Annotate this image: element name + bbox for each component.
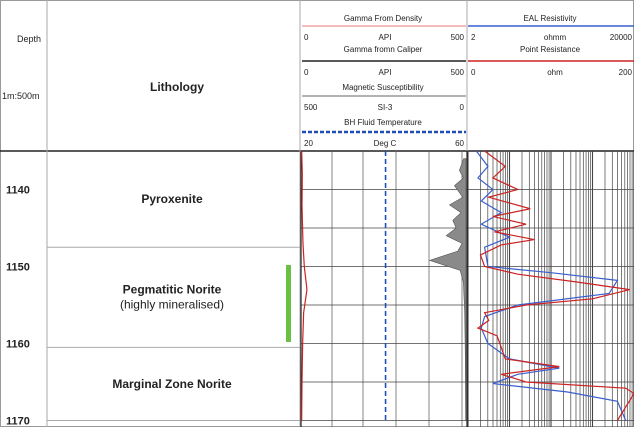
header-eal-res: EAL Resistivity 2 ohmm 20000	[468, 14, 634, 42]
eal-res-unit: ohmm	[544, 33, 567, 42]
gamma-caliper-unit: API	[379, 68, 392, 77]
mag-sus-title: Magnetic Susceptibility	[342, 83, 423, 92]
lithology-title: Lithology	[150, 80, 204, 94]
header-mag-sus: Magnetic Susceptibility 500 SI-3 0	[302, 83, 466, 112]
lithology-label: Pyroxenite	[141, 192, 203, 206]
bh-temp-min: 20	[304, 139, 313, 148]
gamma-density-min: 0	[304, 33, 309, 42]
bh-temp-unit: Deg C	[374, 139, 397, 148]
mineralised-interval-bar	[286, 264, 291, 342]
mag-sus-min: 500	[304, 103, 318, 112]
gamma-density-unit: API	[379, 33, 392, 42]
gamma-caliper-max: 500	[451, 68, 465, 77]
point-res-max: 200	[619, 68, 633, 77]
log-curves	[301, 150, 634, 421]
bh-temp-max: 60	[455, 139, 464, 148]
depth-tick-label: 1140	[6, 185, 30, 197]
depth-title: Depth	[17, 34, 41, 44]
gamma-caliper-min: 0	[304, 68, 309, 77]
mag-sus-max: 0	[460, 103, 465, 112]
header-gamma-caliper: Gamma fromn Caliper 0 API 500	[302, 45, 466, 77]
gamma-density-curve	[301, 150, 308, 421]
header-gamma-density: Gamma From Density 0 API 500	[302, 14, 466, 42]
eal-res-min: 2	[471, 33, 476, 42]
header-bh-temp: BH Fluid Temperature 20 Deg C 60	[302, 118, 466, 148]
header-point-res: Point Resistance 0 ohm 200	[468, 45, 634, 77]
lithology-sublabel: (highly mineralised)	[120, 297, 224, 311]
bh-temp-title: BH Fluid Temperature	[344, 118, 422, 127]
point-res-title: Point Resistance	[520, 45, 581, 54]
eal-res-title: EAL Resistivity	[523, 14, 576, 23]
mag-sus-unit: SI-3	[378, 103, 393, 112]
gamma-density-max: 500	[451, 33, 465, 42]
depth-tick-label: 1150	[6, 262, 30, 274]
eal-res-max: 20000	[610, 33, 633, 42]
depth-tick-label: 1170	[6, 416, 30, 428]
point-res-unit: ohm	[547, 68, 563, 77]
scale-label: 1m:500m	[2, 91, 40, 101]
lithology-label: Marginal Zone Norite	[112, 377, 232, 391]
depth-axis: 1140 1150 1160 1170	[6, 185, 30, 428]
mag-susceptibility-fill	[428, 158, 467, 421]
gamma-caliper-title: Gamma fromn Caliper	[344, 45, 423, 54]
lithology-label: Pegmatitic Norite	[123, 282, 222, 296]
depth-tick-label: 1160	[6, 339, 30, 351]
gamma-density-title: Gamma From Density	[344, 14, 422, 23]
point-res-min: 0	[471, 68, 476, 77]
point-resistance-curve	[476, 150, 634, 421]
lithology-units: Pyroxenite Pegmatitic Norite(highly miner…	[47, 192, 300, 421]
